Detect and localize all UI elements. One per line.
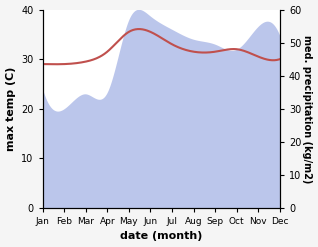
X-axis label: date (month): date (month)	[120, 231, 203, 242]
Y-axis label: max temp (C): max temp (C)	[5, 66, 16, 151]
Y-axis label: med. precipitation (kg/m2): med. precipitation (kg/m2)	[302, 35, 313, 183]
